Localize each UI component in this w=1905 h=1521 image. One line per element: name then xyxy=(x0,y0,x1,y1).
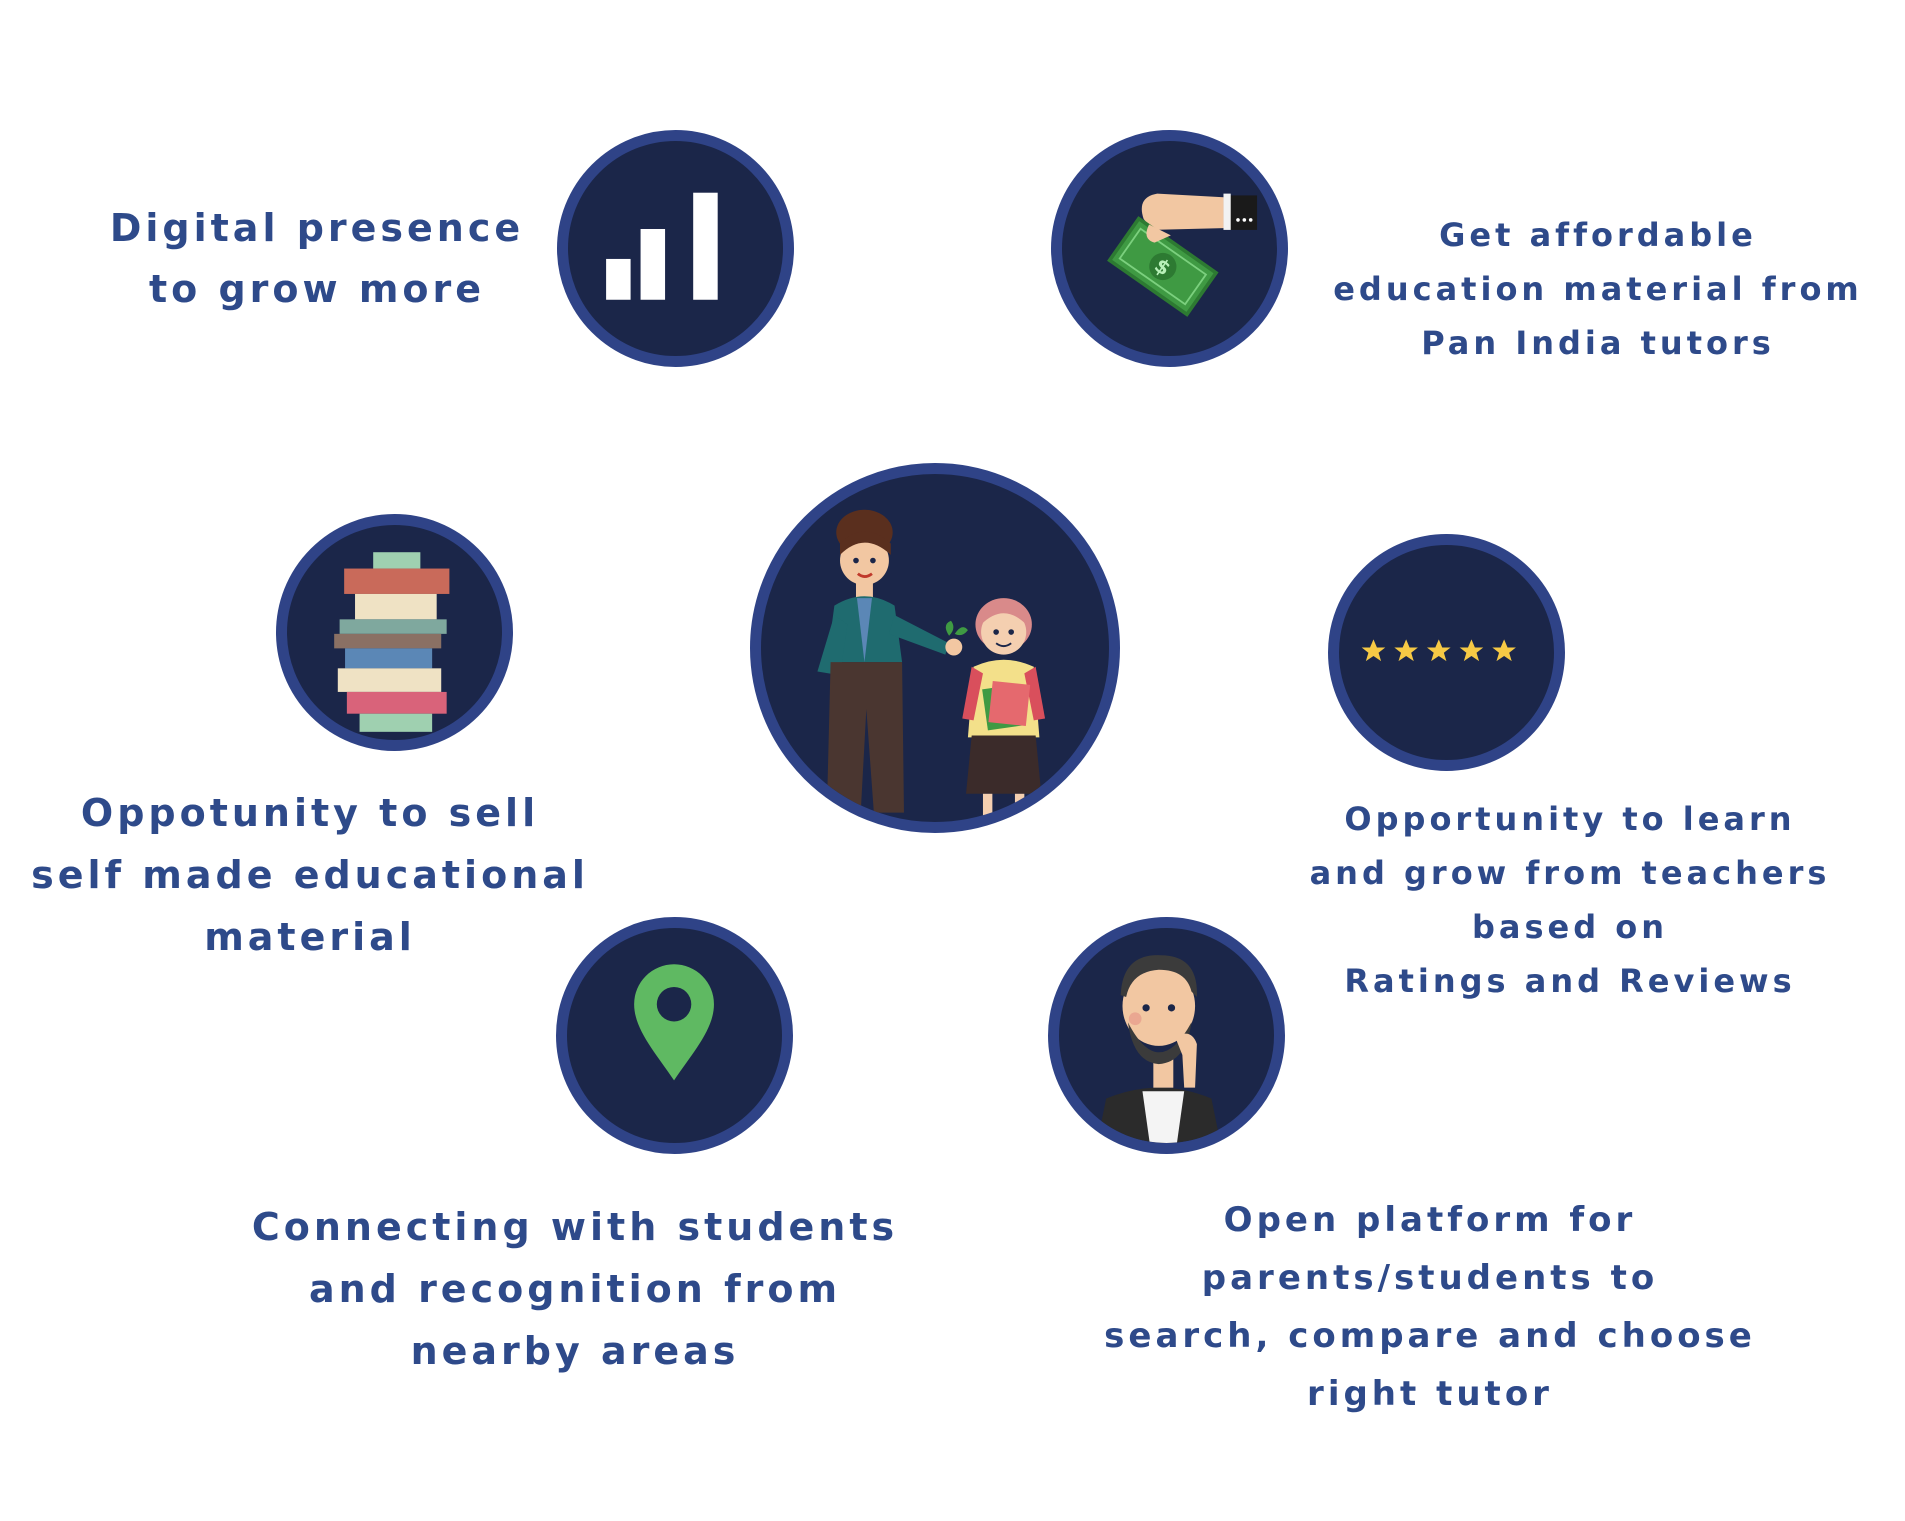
label-line: Opportunity to learn xyxy=(1344,800,1796,838)
label-line: Get affordable xyxy=(1439,216,1757,254)
label-line: Digital presence xyxy=(109,206,525,250)
book-stack-circle xyxy=(276,514,513,751)
thinking-man-icon xyxy=(1097,955,1221,1143)
label-line: right tutor xyxy=(1307,1374,1553,1414)
feature-label-digital-presence: Digital presence to grow more xyxy=(92,198,542,320)
five-stars-circle xyxy=(1328,534,1565,771)
label-line: and recognition from xyxy=(308,1267,842,1311)
five-stars-icon xyxy=(1361,639,1516,662)
label-line: search, compare and choose xyxy=(1104,1316,1756,1356)
label-line: and grow from teachers xyxy=(1309,854,1831,892)
label-line: Connecting with students xyxy=(251,1205,899,1249)
center-illustration-circle xyxy=(750,463,1120,833)
feature-label-open-platform: Open platform for parents/students to se… xyxy=(1100,1191,1760,1423)
thinking-man-circle xyxy=(1048,917,1285,1154)
label-line: Open platform for xyxy=(1223,1200,1637,1240)
feature-label-ratings: Opportunity to learn and grow from teach… xyxy=(1290,792,1850,1008)
label-line: Ratings and Reviews xyxy=(1344,962,1796,1000)
label-line: material xyxy=(204,915,416,959)
location-pin-circle xyxy=(556,917,793,1154)
teacher-student-illustration xyxy=(817,509,1046,822)
feature-label-connecting: Connecting with students and recognition… xyxy=(245,1196,905,1382)
label-line: Pan India tutors xyxy=(1421,324,1775,362)
label-line: self made educational xyxy=(31,853,589,897)
location-pin-icon xyxy=(634,964,714,1081)
label-line: education material from xyxy=(1333,270,1863,308)
feature-label-affordable-material: Get affordable education material from P… xyxy=(1318,208,1878,370)
bar-chart-icon xyxy=(606,192,718,300)
label-line: Oppotunity to sell xyxy=(80,791,540,835)
label-line: to grow more xyxy=(148,267,486,311)
label-line: parents/students to xyxy=(1201,1258,1659,1298)
money-hand-icon: $ xyxy=(1107,193,1258,317)
money-hand-circle: $ xyxy=(1051,130,1288,367)
label-line: nearby areas xyxy=(410,1329,740,1373)
book-stack-icon xyxy=(334,552,450,732)
label-line: based on xyxy=(1471,908,1669,946)
bar-chart-circle xyxy=(557,130,794,367)
feature-label-sell-material: Oppotunity to sell self made educational… xyxy=(25,782,595,968)
